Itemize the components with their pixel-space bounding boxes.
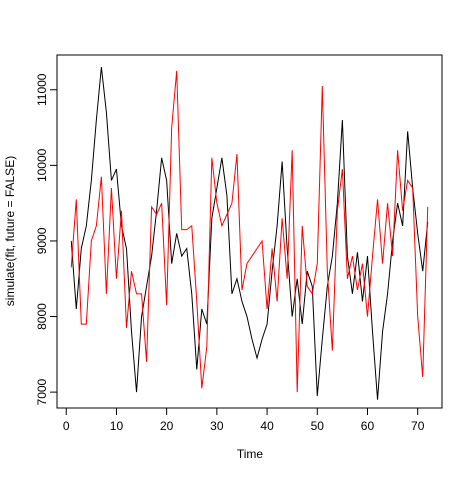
y-tick-label: 8000 [35,303,49,330]
series-line [70,67,429,400]
x-tick-label: 30 [210,419,224,433]
x-tick-label: 40 [260,419,274,433]
series-line [70,70,429,393]
x-tick-label: 60 [361,419,375,433]
x-axis-label: Time [237,447,264,461]
x-tick-label: 20 [160,419,174,433]
y-tick-label: 9000 [35,227,49,254]
x-tick-label: 0 [63,419,70,433]
plot-box [56,54,443,409]
x-tick-label: 10 [110,419,124,433]
x-tick-label: 50 [311,419,325,433]
y-tick-label: 10000 [35,148,49,182]
x-tick-label: 70 [411,419,425,433]
y-axis-label: simulate(fit, future = FALSE) [3,156,17,306]
y-tick-label: 7000 [35,378,49,405]
y-tick-label: 11000 [35,73,49,106]
